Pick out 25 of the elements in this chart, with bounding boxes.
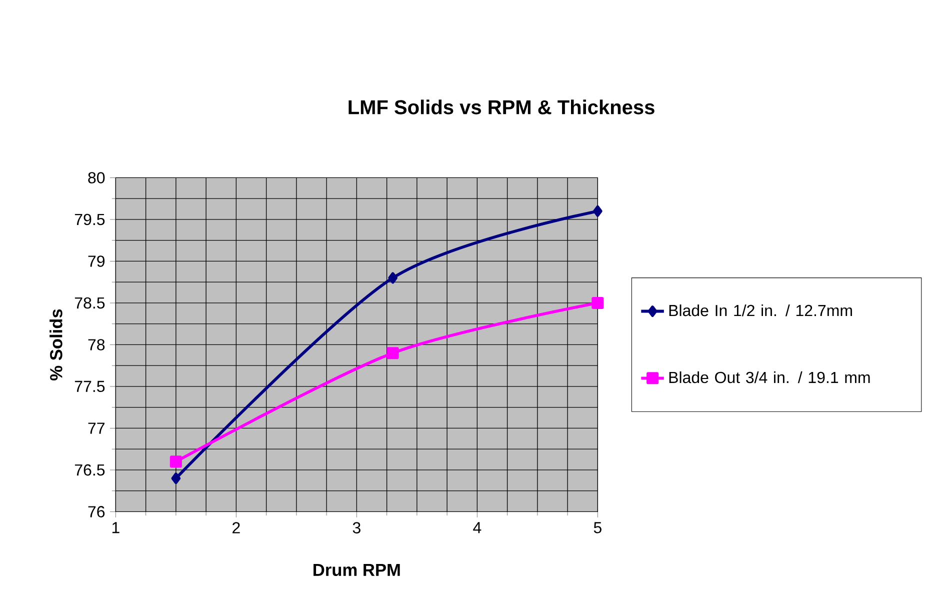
legend-label: Blade In 1/2 in. / 12.7mm [669,304,852,316]
x-tick-label: 3 [352,522,360,534]
y-tick-label: 77.5 [74,380,105,392]
y-tick-label: 77 [88,422,104,434]
legend-label: Blade Out 3/4 in. / 19.1 mm [669,371,870,384]
y-tick-label: 78 [88,339,105,350]
y-tick-label: 78.5 [74,297,105,309]
x-tick-label: 5 [594,522,602,534]
y-tick-label: 79.5 [74,214,105,226]
chart-title: LMF Solids vs RPM & Thickness [348,100,654,114]
point [388,272,398,284]
point [593,205,602,217]
point [592,296,604,309]
y-tick-label: 76 [88,506,105,518]
x-tick-label: 4 [473,522,482,534]
x-tick-label: 2 [232,522,240,534]
y-tick-label: 80 [88,172,105,184]
x-tick-label: 1 [112,522,120,534]
point [386,347,399,360]
y-tick-label: 76.5 [74,464,105,476]
y-axis-title: % Solids [50,309,62,380]
point [170,456,182,468]
point [171,472,181,484]
y-tick-label: 79 [88,256,105,267]
x-axis-title: Drum RPM [314,564,400,576]
